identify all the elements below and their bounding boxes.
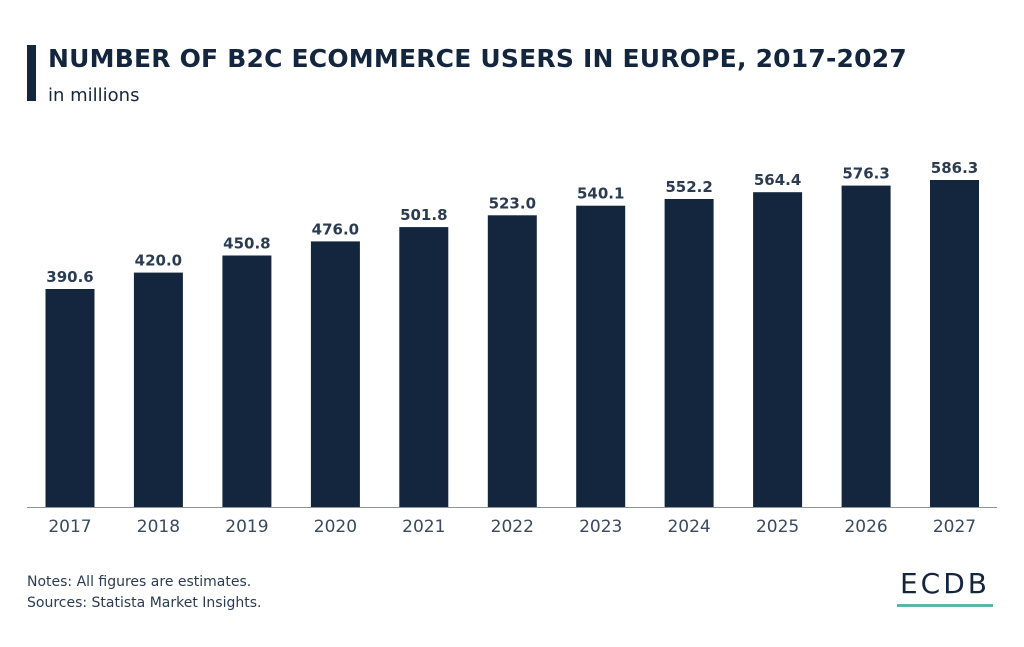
x-tick-label-2021: 2021 bbox=[402, 517, 445, 537]
data-label-2022: 523.0 bbox=[489, 194, 536, 212]
data-label-2025: 564.4 bbox=[754, 171, 801, 189]
notes-text: Notes: All figures are estimates. bbox=[27, 574, 252, 590]
bar-2018 bbox=[133, 272, 183, 507]
bar-2026 bbox=[841, 185, 891, 507]
ecdb-logo: ECDB bbox=[897, 568, 993, 607]
footnotes: Notes: All figures are estimates. Source… bbox=[27, 572, 261, 614]
logo-underline bbox=[897, 604, 993, 607]
bar-2027 bbox=[930, 180, 979, 507]
chart-title: NUMBER OF B2C ECOMMERCE USERS IN EUROPE,… bbox=[48, 44, 907, 73]
bar-2017 bbox=[45, 289, 95, 507]
data-label-2026: 576.3 bbox=[842, 165, 889, 183]
data-label-2027: 586.3 bbox=[931, 159, 978, 177]
logo-text: ECDB bbox=[899, 567, 990, 600]
data-label-2023: 540.1 bbox=[577, 185, 624, 203]
bar-2022 bbox=[487, 215, 537, 508]
data-label-2019: 450.8 bbox=[223, 235, 270, 253]
x-tick-label-2018: 2018 bbox=[137, 517, 180, 537]
x-tick-label-2017: 2017 bbox=[48, 517, 91, 537]
title-accent-bar bbox=[27, 45, 36, 101]
x-tick-label-2026: 2026 bbox=[844, 517, 887, 537]
x-tick-label-2020: 2020 bbox=[314, 517, 357, 537]
chart-subtitle: in millions bbox=[48, 85, 140, 106]
sources-text: Sources: Statista Market Insights. bbox=[27, 595, 262, 611]
data-label-2018: 420.0 bbox=[135, 252, 182, 270]
data-label-2017: 390.6 bbox=[46, 268, 93, 286]
bar-2019 bbox=[222, 255, 272, 507]
data-label-2024: 552.2 bbox=[665, 178, 712, 196]
bar-2021 bbox=[399, 227, 449, 507]
data-label-2020: 476.0 bbox=[312, 220, 359, 238]
x-tick-label-2022: 2022 bbox=[491, 517, 534, 537]
x-tick-label-2019: 2019 bbox=[225, 517, 268, 537]
bar-2023 bbox=[576, 205, 626, 507]
bar-2025 bbox=[753, 192, 803, 507]
bar-2024 bbox=[664, 199, 714, 507]
bar-2020 bbox=[310, 241, 360, 507]
x-tick-label-2025: 2025 bbox=[756, 517, 799, 537]
x-tick-label-2023: 2023 bbox=[579, 517, 622, 537]
x-tick-label-2027: 2027 bbox=[933, 517, 976, 537]
x-tick-label-2024: 2024 bbox=[667, 517, 710, 537]
data-label-2021: 501.8 bbox=[400, 206, 447, 224]
